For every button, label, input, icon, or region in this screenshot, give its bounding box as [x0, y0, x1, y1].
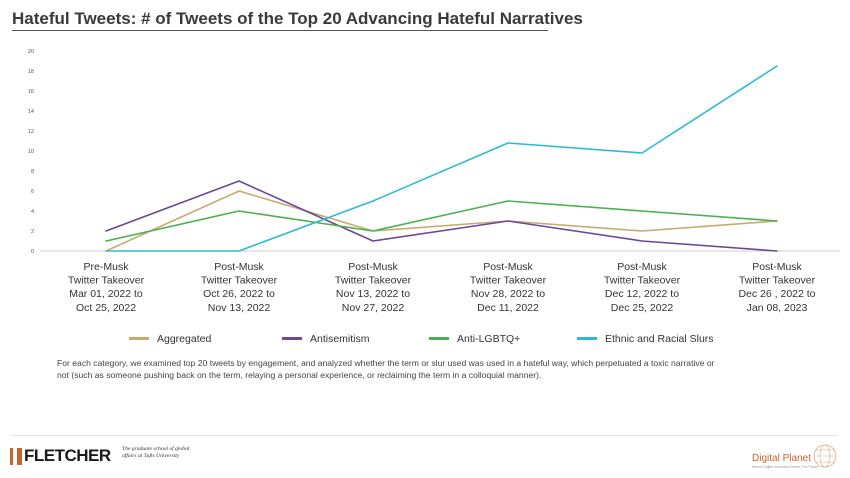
x-tick-label: Post-Musk Twitter Takeover Dec 26 , 2022 t…	[738, 261, 815, 314]
x-tick-labels: Pre-Musk Twitter Takeover Mar 01, 2022 to O…	[68, 261, 816, 314]
x-tick-label-line: Mar 01, 2022 to	[69, 288, 143, 300]
y-tick-label: 4	[31, 209, 34, 215]
y-tick-label: 10	[28, 149, 34, 155]
y-tick-label: 6	[31, 189, 34, 195]
series-line-ethnic-and-racial-slurs	[105, 65, 778, 252]
x-tick-label: Pre-Musk Twitter Takeover Mar 01, 2022 to O…	[68, 261, 145, 314]
x-tick-label-line: Oct 25, 2022	[76, 302, 136, 314]
x-tick-label-line: Jan 08, 2023	[747, 302, 808, 314]
digital-planet-tagline: Where Digital Innovation Meets The Plane…	[752, 465, 819, 469]
x-tick-label-line: Twitter Takeover	[739, 275, 816, 287]
y-tick-label: 0	[31, 249, 34, 255]
x-tick-label-line: Nov 13, 2022	[208, 302, 271, 314]
digital-planet-logo: Digital Planet Where Digital Innovation …	[752, 443, 842, 473]
x-tick-label-line: Dec 12, 2022 to	[605, 288, 679, 300]
fletcher-tagline: The graduate school of global affairs at…	[122, 446, 190, 459]
y-tick-labels: 0 2 4 6 8 10 12 14 16 18 20	[28, 49, 34, 255]
x-tick-label-line: Nov 13, 2022 to	[336, 288, 410, 300]
y-tick-label: 16	[28, 89, 34, 95]
x-tick-label-line: Post-Musk	[617, 261, 667, 273]
x-tick-label-line: Twitter Takeover	[604, 275, 681, 287]
x-tick-label-line: Post-Musk	[483, 261, 533, 273]
x-tick-label-line: Post-Musk	[752, 261, 802, 273]
x-tick-label-line: Twitter Takeover	[470, 275, 547, 287]
y-tick-label: 20	[28, 49, 34, 55]
x-tick-label-line: Nov 27, 2022	[342, 302, 405, 314]
footnote: For each category, we examined top 20 tw…	[57, 358, 715, 380]
x-tick-label-line: Post-Musk	[214, 261, 264, 273]
x-tick-label-line: Twitter Takeover	[68, 275, 145, 287]
legend: Aggregated Antisemitism Anti-LGBTQ+ Ethnic …	[129, 333, 714, 345]
x-tick-label-line: Dec 26 , 2022 to	[738, 288, 815, 300]
footer-divider	[12, 435, 838, 436]
y-tick-label: 2	[31, 229, 34, 235]
y-tick-label: 18	[28, 69, 34, 75]
y-tick-label: 12	[28, 129, 34, 135]
x-tick-label-line: Twitter Takeover	[201, 275, 278, 287]
x-tick-label: Post-Musk Twitter Takeover Oct 26, 2022 to…	[201, 261, 278, 314]
legend-label: Ethnic and Racial Slurs	[605, 333, 714, 345]
fletcher-mark-icon	[10, 447, 22, 465]
series-lines	[105, 65, 778, 252]
x-tick-label-line: Post-Musk	[348, 261, 398, 273]
x-tick-label-line: Dec 25, 2022	[611, 302, 674, 314]
y-tick-label: 8	[31, 169, 34, 175]
x-tick-label-line: Pre-Musk	[84, 261, 130, 273]
legend-label: Anti-LGBTQ+	[457, 333, 520, 345]
page-title: Hateful Tweets: # of Tweets of the Top 2…	[12, 9, 583, 28]
x-tick-label: Post-Musk Twitter Takeover Dec 12, 2022 to…	[604, 261, 681, 314]
legend-label: Aggregated	[157, 333, 211, 345]
globe-icon	[813, 444, 837, 468]
series-line-anti-lgbtq-	[105, 200, 778, 242]
legend-label: Antisemitism	[310, 333, 370, 345]
series-line-aggregated	[105, 190, 778, 252]
line-chart: 0 2 4 6 8 10 12 14 16 18 20 Pre-Musk Twitter Takeov…	[28, 49, 840, 345]
title-underline	[12, 30, 548, 31]
x-tick-label-line: Twitter Takeover	[335, 275, 412, 287]
fletcher-logo-text: FLETCHER	[24, 446, 111, 465]
x-tick-label: Post-Musk Twitter Takeover Nov 28, 2022 to…	[470, 261, 547, 314]
y-tick-label: 14	[28, 109, 34, 115]
fletcher-logo: FLETCHER	[10, 446, 111, 466]
series-line-antisemitism	[105, 180, 778, 252]
digital-planet-logo-text: Digital Planet	[752, 453, 811, 464]
x-tick-label-line: Dec 11, 2022	[477, 302, 539, 314]
x-tick-label: Post-Musk Twitter Takeover Nov 13, 2022 to…	[335, 261, 412, 314]
x-tick-label-line: Oct 26, 2022 to	[203, 288, 275, 300]
x-tick-label-line: Nov 28, 2022 to	[471, 288, 545, 300]
